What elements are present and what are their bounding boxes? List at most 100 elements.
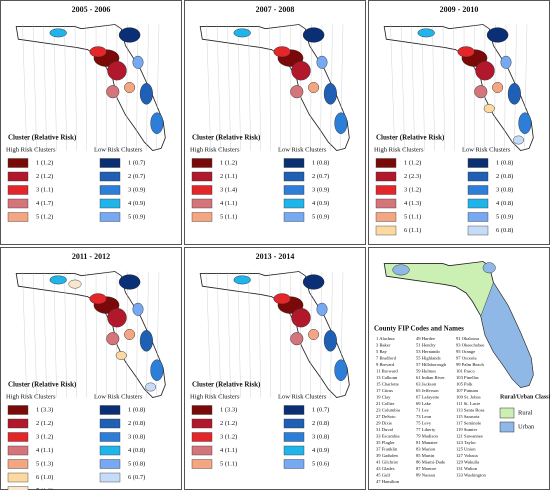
county-name: 21 Collier	[376, 401, 395, 406]
county-name: 63 Jackson	[416, 382, 437, 387]
high-cluster	[291, 308, 311, 328]
high-label: 3 (1.2)	[404, 186, 421, 193]
high-label: 5 (1.1)	[404, 213, 421, 220]
high-header: High Risk Clusters	[6, 393, 56, 400]
high-swatch	[7, 459, 29, 469]
county-name: 129 Wakulla	[456, 460, 479, 465]
high-label: 5 (1.3)	[36, 460, 53, 467]
panel-title: 2007 - 2008	[256, 5, 295, 14]
county-name: 65 Jefferson	[416, 388, 439, 393]
low-label: 1 (0.7)	[312, 406, 329, 413]
low-label: 5 (0.8)	[128, 460, 145, 467]
county-name: 101 Pasco	[456, 369, 475, 374]
high-cluster	[474, 85, 488, 99]
high-label: 6 (1.1)	[404, 227, 421, 234]
high-cluster	[115, 351, 127, 360]
county-name: 127 Volusia	[456, 453, 478, 458]
county-name: 89 Nassau	[416, 473, 436, 478]
county-name: 31 Duval	[376, 427, 394, 432]
county-line	[400, 24, 405, 151]
low-cluster	[302, 274, 325, 290]
low-label: 4 (0.8)	[496, 200, 513, 207]
county-line	[320, 24, 323, 151]
low-swatch	[99, 405, 121, 415]
county-name: 91 Okaloosa	[456, 336, 479, 341]
high-label: 6 (1.0)	[36, 474, 53, 481]
low-label: 2 (0.8)	[128, 420, 145, 427]
high-label: 5 (1.1)	[220, 213, 237, 220]
urban-area	[392, 264, 410, 276]
high-label: 4 (1.1)	[220, 200, 237, 207]
county-line	[64, 271, 67, 398]
low-cluster	[150, 112, 164, 134]
high-swatch	[375, 198, 397, 209]
low-cluster	[145, 382, 157, 392]
county-line	[432, 24, 435, 151]
county-name: 87 Monroe	[416, 466, 436, 471]
high-label: 3 (1.2)	[36, 433, 53, 440]
map-panel: 2013 - 2014 Cluster (Relative Risk) High R…	[184, 247, 366, 490]
county-line	[74, 24, 77, 151]
urban-area	[482, 262, 496, 274]
high-swatch	[7, 198, 29, 209]
legend-title: Cluster (Relative Risk)	[376, 134, 445, 142]
florida-map	[199, 24, 350, 151]
reference-title: County FIP Codes and Names	[374, 325, 464, 333]
county-name: 83 Marion	[416, 447, 436, 452]
county-line	[53, 271, 57, 398]
low-header: Low Risk Clusters	[462, 146, 511, 153]
high-label: 2 (1.1)	[220, 173, 237, 180]
low-swatch	[283, 405, 305, 415]
high-cluster	[89, 46, 107, 58]
low-cluster	[233, 275, 251, 285]
county-line	[216, 24, 221, 151]
county-name: 125 Union	[456, 447, 476, 452]
county-line	[227, 24, 231, 151]
low-cluster	[513, 135, 525, 145]
low-cluster	[507, 83, 521, 105]
county-line	[85, 24, 87, 151]
high-cluster	[457, 46, 475, 58]
low-swatch	[283, 185, 305, 195]
county-line	[216, 271, 221, 398]
low-swatch	[99, 445, 121, 456]
high-cluster	[290, 85, 304, 99]
county-name: 73 Leon	[416, 414, 432, 419]
low-swatch	[99, 212, 121, 222]
high-label: 5 (1.2)	[36, 213, 53, 220]
low-label: 1 (0.8)	[128, 406, 145, 413]
county-name: 133 Washington	[456, 473, 486, 478]
county-name: 7 Bradford	[376, 356, 397, 361]
county-name: 71 Lee	[416, 408, 429, 413]
low-label: 3 (0.9)	[128, 186, 145, 193]
county-name: 37 Franklin	[376, 447, 398, 452]
low-label: 2 (0.7)	[312, 173, 329, 180]
panel-title: 2011 - 2012	[72, 252, 110, 261]
map-panel: 2005 - 2006 Cluster (Relative Risk) High R…	[0, 0, 182, 245]
low-swatch	[467, 185, 489, 195]
panel-title: 2005 - 2006	[72, 5, 111, 14]
low-swatch	[283, 198, 305, 209]
high-swatch	[7, 486, 29, 490]
county-line	[411, 24, 415, 151]
low-swatch	[283, 171, 305, 182]
high-label: 3 (1.4)	[220, 186, 237, 193]
county-name: 3 Baker	[376, 343, 391, 348]
high-label: 1 (1.2)	[404, 159, 421, 166]
high-cluster	[107, 308, 127, 328]
county-name: 59 Holmes	[416, 369, 436, 374]
low-swatch	[283, 212, 305, 222]
panel-title: 2009 - 2010	[440, 5, 479, 14]
florida-map	[199, 271, 350, 398]
county-name: 35 Flagler	[376, 440, 395, 445]
county-name: 86 Miami-Dade	[416, 460, 445, 465]
county-name: 131 Walton	[456, 466, 478, 471]
county-name: 103 Pinellas	[456, 375, 479, 380]
county-name: 39 Gadsden	[376, 453, 399, 458]
florida-map	[15, 24, 166, 151]
low-cluster	[316, 55, 328, 69]
county-line	[463, 24, 465, 151]
low-label: 2 (0.7)	[128, 173, 145, 180]
florida-map	[383, 24, 534, 151]
county-name: 61 Indian River	[416, 375, 445, 380]
